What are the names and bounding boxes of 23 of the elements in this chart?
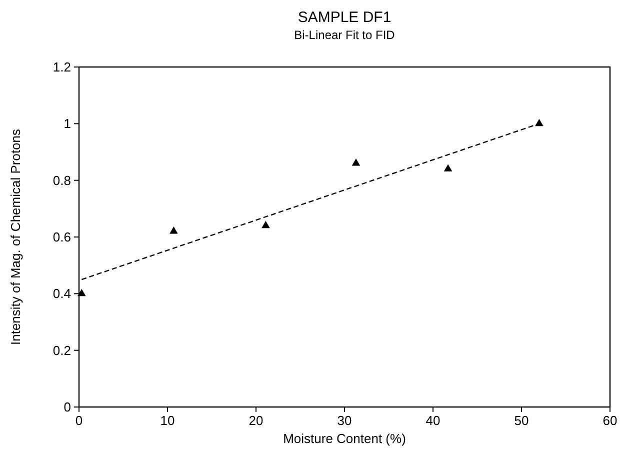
point xyxy=(444,164,452,172)
x-axis-title: Moisture Content (%) xyxy=(283,431,406,446)
x-tick-label: 40 xyxy=(426,413,440,428)
y-tick-label: 0.8 xyxy=(52,172,71,188)
y-axis-title: Intensity of Mag. of Chemical Protons xyxy=(8,128,23,346)
x-tick-label: 20 xyxy=(248,413,264,428)
y-tick-label: 0.4 xyxy=(52,286,71,302)
point xyxy=(262,220,270,228)
chart-subtitle: Bi-Linear Fit to FID xyxy=(294,28,396,42)
chart-title: SAMPLE DF1 xyxy=(298,9,392,26)
y-tick-label: 1.2 xyxy=(52,60,71,75)
y-tick-label: 0.2 xyxy=(52,342,71,358)
y-tick-label: 0 xyxy=(64,400,71,415)
y-tick-label: 1 xyxy=(64,116,71,132)
x-tick-label: 30 xyxy=(337,413,352,428)
y-tick-label: 0.6 xyxy=(52,230,71,245)
x-tick-label: 0 xyxy=(75,413,83,428)
x-tick-label: 10 xyxy=(160,413,175,428)
point xyxy=(170,226,178,234)
point xyxy=(352,158,360,166)
x-tick-label: 50 xyxy=(514,413,529,428)
point xyxy=(77,288,86,296)
x-tick-label: 60 xyxy=(602,413,618,428)
